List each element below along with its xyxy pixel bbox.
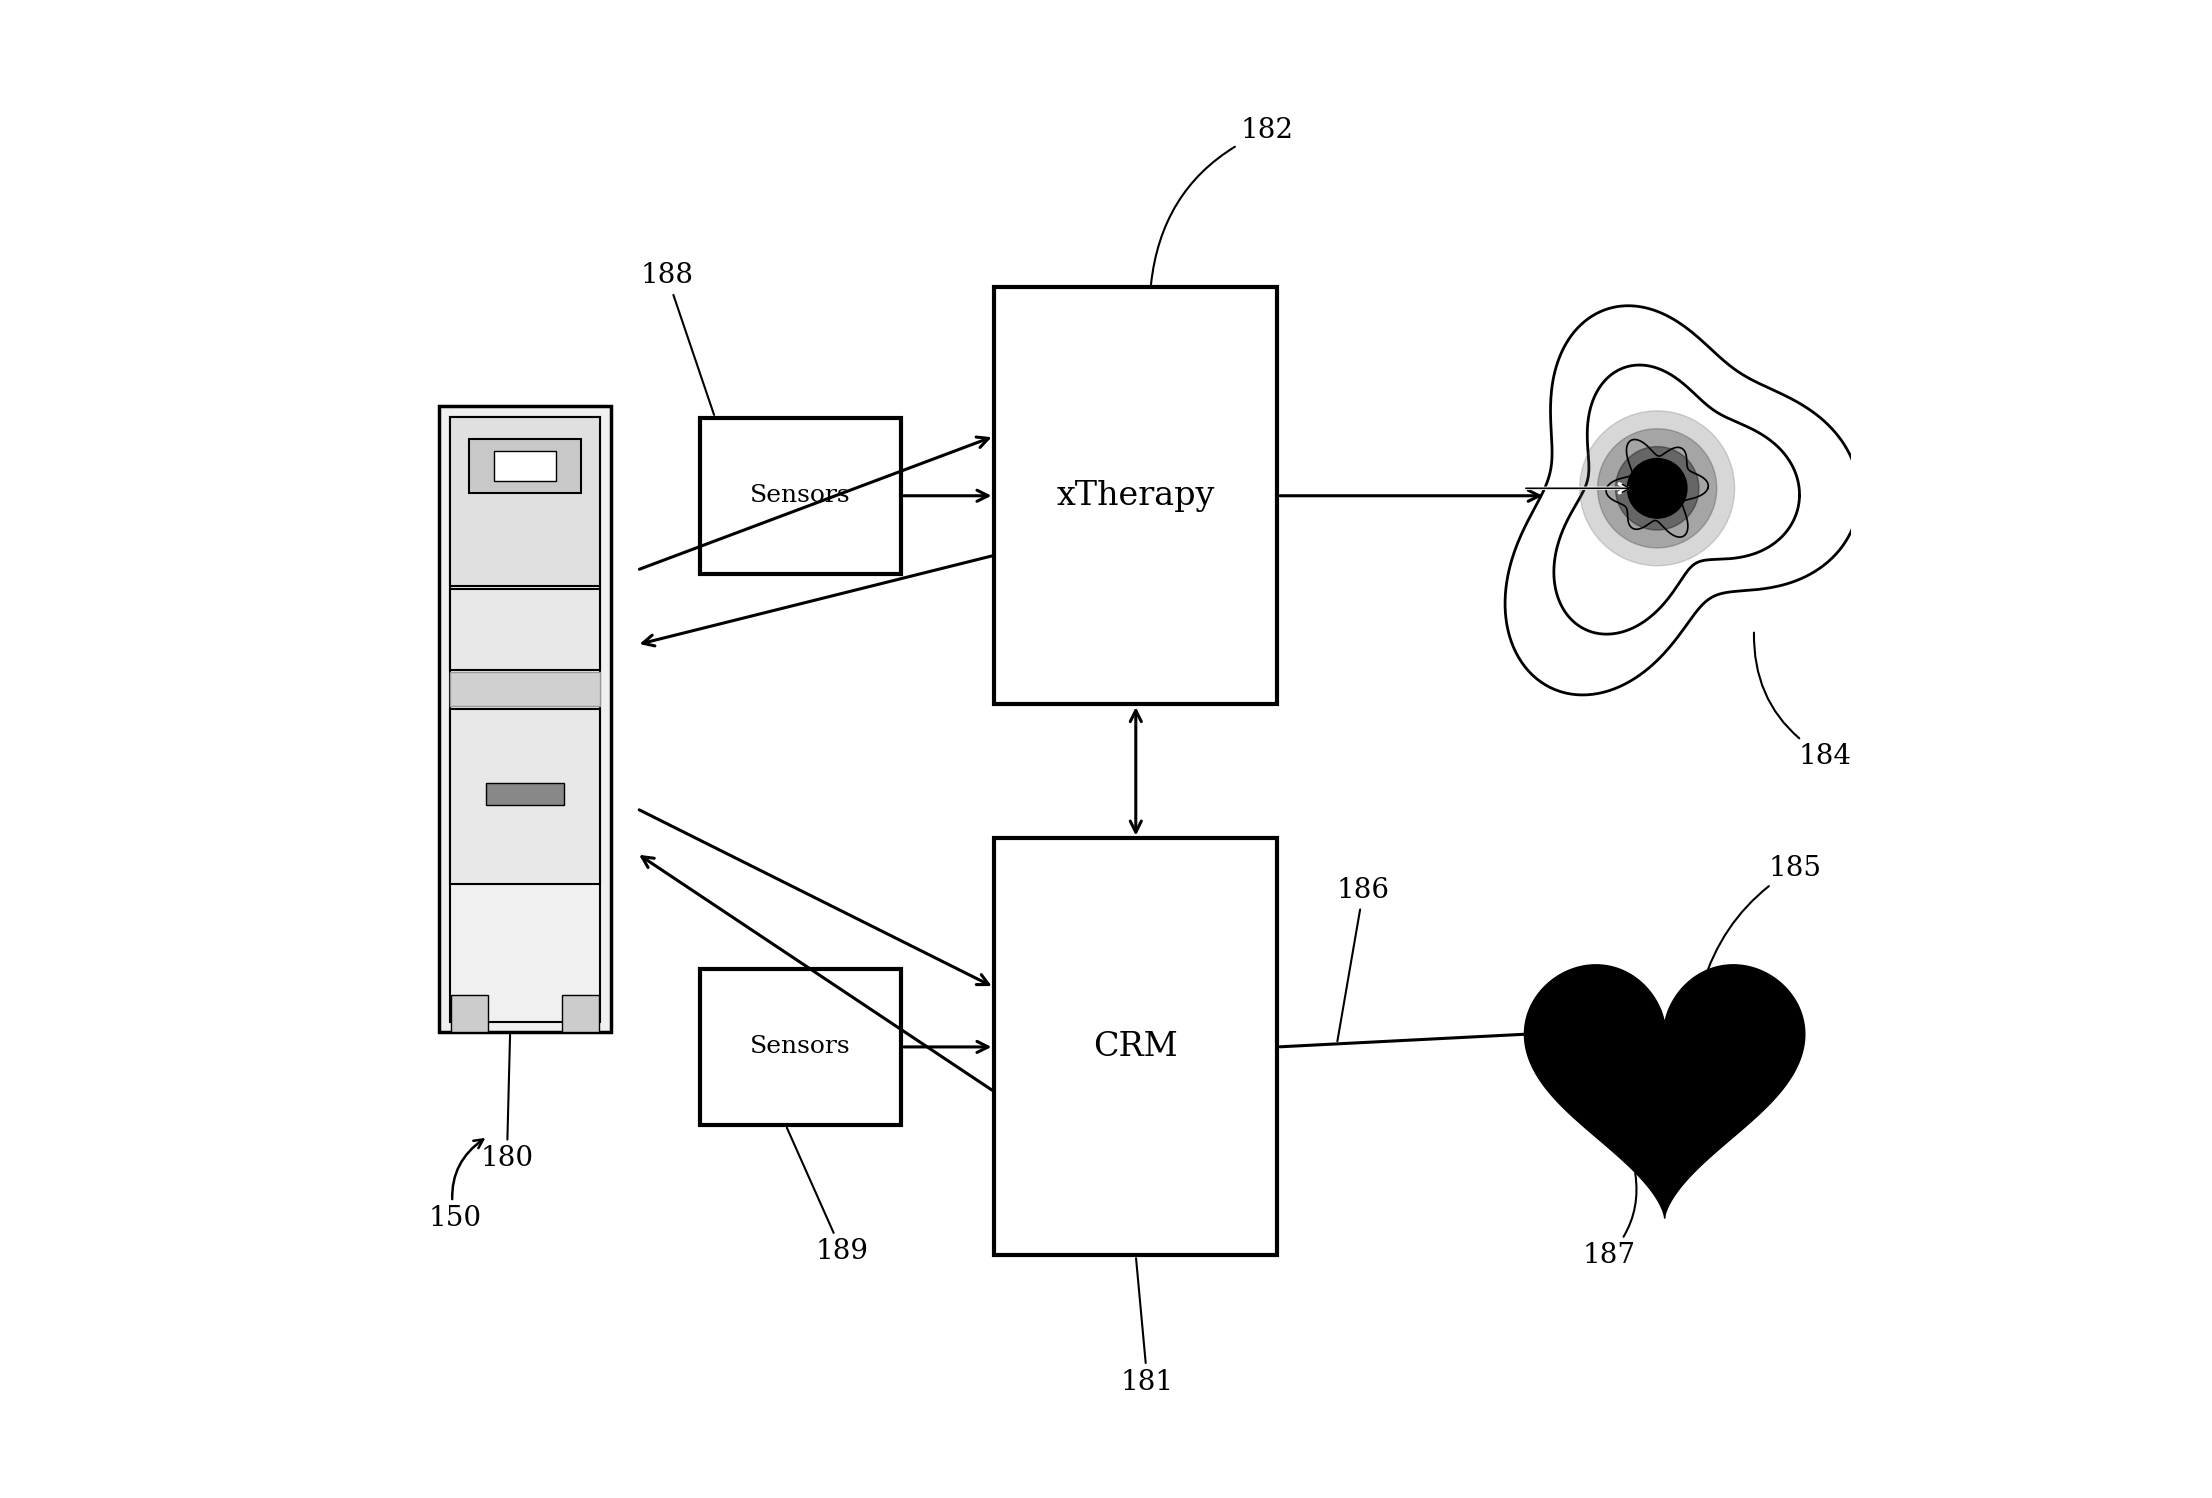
Text: Sensors: Sensors <box>750 1035 852 1059</box>
Text: 182: 182 <box>1150 117 1294 285</box>
Text: 180: 180 <box>480 1035 533 1171</box>
Circle shape <box>1615 446 1699 530</box>
FancyBboxPatch shape <box>449 671 599 706</box>
Polygon shape <box>1504 306 1860 695</box>
Circle shape <box>1579 410 1734 566</box>
FancyBboxPatch shape <box>449 589 599 670</box>
Text: CRM: CRM <box>1093 1031 1179 1064</box>
Text: Sensors: Sensors <box>750 484 852 508</box>
Text: 184: 184 <box>1754 632 1851 770</box>
FancyBboxPatch shape <box>495 451 555 481</box>
FancyBboxPatch shape <box>451 995 489 1032</box>
Text: 181: 181 <box>1121 1258 1175 1396</box>
FancyBboxPatch shape <box>699 418 900 574</box>
Circle shape <box>1632 464 1681 512</box>
FancyBboxPatch shape <box>699 969 900 1125</box>
Text: 186: 186 <box>1336 876 1389 1041</box>
Text: 187: 187 <box>1584 1173 1637 1269</box>
FancyBboxPatch shape <box>449 709 599 884</box>
FancyBboxPatch shape <box>562 995 599 1032</box>
FancyBboxPatch shape <box>449 416 599 586</box>
FancyBboxPatch shape <box>993 288 1276 704</box>
FancyBboxPatch shape <box>993 839 1276 1255</box>
Polygon shape <box>1553 366 1801 634</box>
Text: 185: 185 <box>1703 855 1823 984</box>
FancyBboxPatch shape <box>487 782 564 806</box>
Text: xTherapy: xTherapy <box>1057 479 1214 512</box>
Text: 150: 150 <box>429 1140 482 1231</box>
Text: 189: 189 <box>787 1128 869 1266</box>
FancyBboxPatch shape <box>469 439 582 493</box>
Circle shape <box>1597 428 1717 548</box>
FancyBboxPatch shape <box>440 406 611 1032</box>
Polygon shape <box>1524 965 1805 1218</box>
Text: 188: 188 <box>641 262 714 415</box>
Circle shape <box>1628 458 1688 518</box>
